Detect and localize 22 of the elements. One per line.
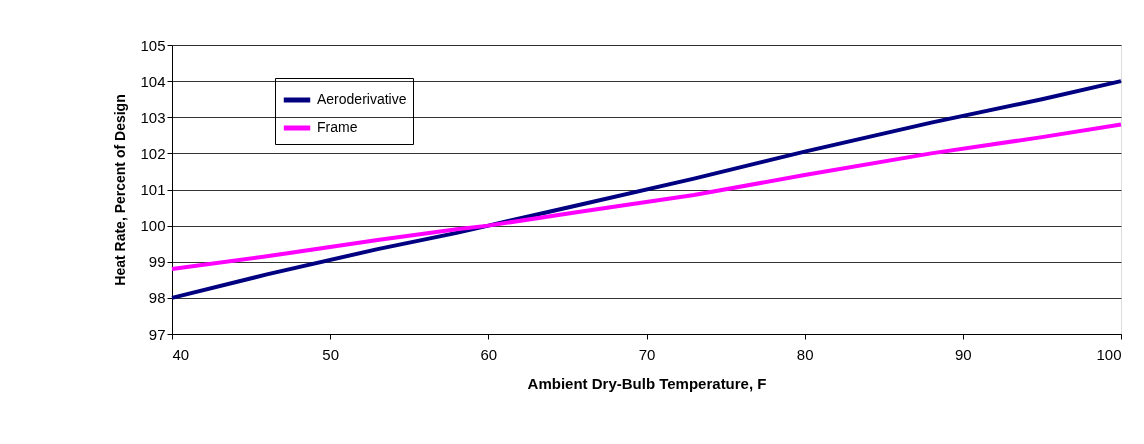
y-tick-label: 104 [140,72,166,90]
line-series [170,79,1123,300]
x-tick-label: 100 [1096,345,1122,363]
x-axis-title: Ambient Dry-Bulb Temperature, F [527,374,767,392]
legend-label: Aeroderivative [317,91,407,107]
y-tick-label: 97 [148,325,166,343]
y-tick-label: 101 [140,181,166,198]
y-tick-label: 100 [140,217,166,235]
x-tick-label: 60 [480,345,498,363]
y-tick-label: 103 [140,108,166,126]
y-tick-label: 102 [140,144,166,162]
x-tick-label: 90 [954,345,972,363]
legend-label: Frame [317,119,358,135]
y-axis-title: Heat Rate, Percent of Design [112,94,129,286]
x-tick-label: 50 [322,345,340,363]
y-tick-label: 105 [140,36,166,54]
x-tick-label: 40 [172,345,190,363]
y-tick-label: 99 [148,253,166,271]
y-tick-label: 98 [148,289,166,307]
x-tick-label: 70 [638,345,656,363]
x-tick-label: 80 [796,345,814,363]
line-series [170,122,1123,271]
